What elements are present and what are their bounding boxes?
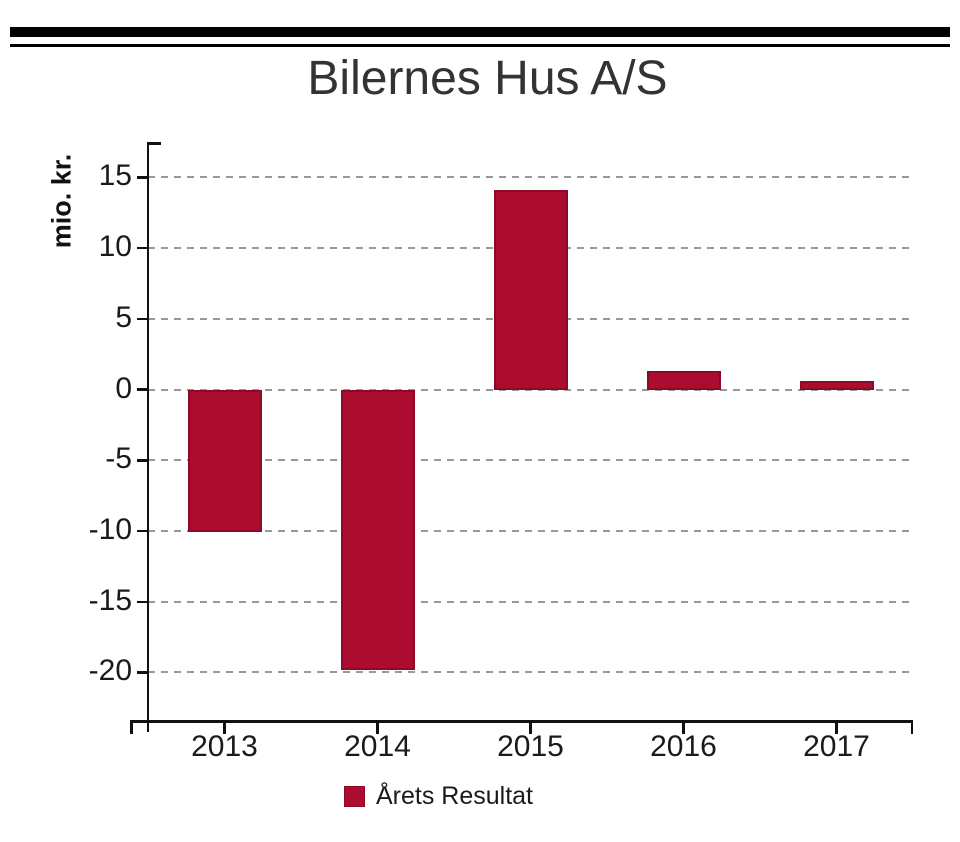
y-tick-label-10: 10	[98, 230, 132, 264]
x-tick-label-2013: 2013	[191, 730, 258, 763]
x-tick-2015	[529, 722, 532, 734]
y-tick-15	[137, 176, 148, 179]
bar-2014	[340, 389, 415, 670]
x-axis-right-cap	[910, 720, 913, 734]
x-tick-2013	[223, 722, 226, 734]
y-tick--5	[137, 459, 148, 462]
x-tick-label-2016: 2016	[650, 730, 717, 763]
chart-title: Bilernes Hus A/S	[307, 52, 668, 105]
x-tick-label-2014: 2014	[344, 730, 411, 763]
legend-label: Årets Resultat	[376, 782, 534, 810]
gridline-15	[148, 176, 913, 179]
gridline-0	[148, 388, 913, 391]
y-tick-10	[137, 246, 148, 250]
x-tick-label-2017: 2017	[803, 730, 870, 763]
x-axis-left-cap	[130, 720, 133, 734]
y-tick-5	[137, 317, 148, 321]
y-tick-label-0: 0	[115, 371, 132, 405]
bar-2017	[799, 381, 874, 390]
x-tick-2017	[835, 722, 838, 734]
top-rule-thick	[10, 27, 950, 37]
gridline--20	[148, 671, 913, 674]
gridline--10	[148, 530, 913, 533]
y-tick-label--10: -10	[88, 513, 132, 547]
bar-2016	[646, 371, 721, 390]
gridline--15	[148, 600, 913, 603]
y-tick--20	[137, 671, 148, 674]
y-tick-label-15: 15	[98, 159, 132, 193]
x-tick-2016	[682, 722, 685, 734]
y-tick-0	[137, 388, 148, 391]
bar-2013	[187, 389, 262, 533]
y-tick-label-5: 5	[115, 300, 132, 334]
legend: Årets Resultat	[344, 782, 533, 811]
y-tick-label--5: -5	[105, 442, 132, 476]
y-tick-label--15: -15	[88, 583, 132, 617]
y-tick--15	[137, 600, 148, 603]
y-tick--10	[137, 529, 148, 533]
gridline--5	[148, 459, 913, 462]
bar-2015	[493, 190, 568, 390]
x-tick-label-2015: 2015	[497, 730, 564, 763]
y-axis-top-cap	[147, 142, 161, 145]
x-axis-line	[130, 720, 913, 723]
y-axis-line	[146, 142, 149, 732]
top-rule-thin	[10, 44, 950, 47]
legend-swatch	[344, 786, 365, 807]
x-tick-2014	[376, 722, 379, 734]
y-tick-label--20: -20	[88, 654, 132, 688]
